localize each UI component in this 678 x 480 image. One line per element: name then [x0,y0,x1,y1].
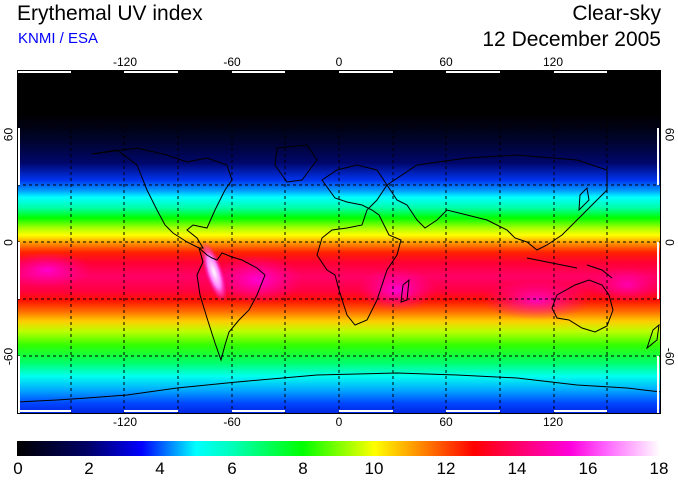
lon-label-top: 120 [542,55,564,69]
lon-label-bottom: -120 [112,415,138,429]
colorbar-tick: 14 [507,459,527,478]
lat-label-left: 0 [1,239,16,246]
lat-label-right: 0 [662,239,677,246]
chart-title: Erythemal UV index [17,2,203,25]
colorbar-tick: 2 [84,459,94,478]
graticule [17,70,661,414]
lat-label-left: -60 [1,347,16,366]
lat-label-right: -60 [662,347,677,366]
lon-label-top: -60 [223,55,241,69]
frame-scale-bars [17,71,659,413]
lon-label-bottom: 60 [439,415,453,429]
lon-label-bottom: -60 [223,415,241,429]
date-label: 12 December 2005 [482,28,661,51]
colorbar-tick: 12 [436,459,456,478]
source-label: KNMI / ESA [18,30,99,47]
map-canvas [17,70,661,414]
lon-label-top: 0 [335,55,343,69]
colorbar-tick: 18 [649,459,669,478]
lon-label-top: 60 [439,55,453,69]
colorbar-tick: 0 [13,459,23,478]
uv-index-map [17,70,661,414]
lat-label-right: 60 [662,127,677,142]
lon-label-bottom: 120 [542,415,564,429]
colorbar-tick: 6 [227,459,237,478]
lat-label-left: 60 [1,127,16,142]
colorbar-tick: 10 [364,459,384,478]
andes-peak [200,241,228,303]
colorbar-tick: 16 [578,459,598,478]
colorbar-tick: 4 [155,459,165,478]
coastlines [17,144,661,403]
lon-label-top: -120 [112,55,138,69]
colorbar-tick: 8 [298,459,308,478]
sky-condition-label: Clear-sky [572,2,661,25]
colorbar [17,441,660,456]
lon-label-bottom: 0 [335,415,343,429]
